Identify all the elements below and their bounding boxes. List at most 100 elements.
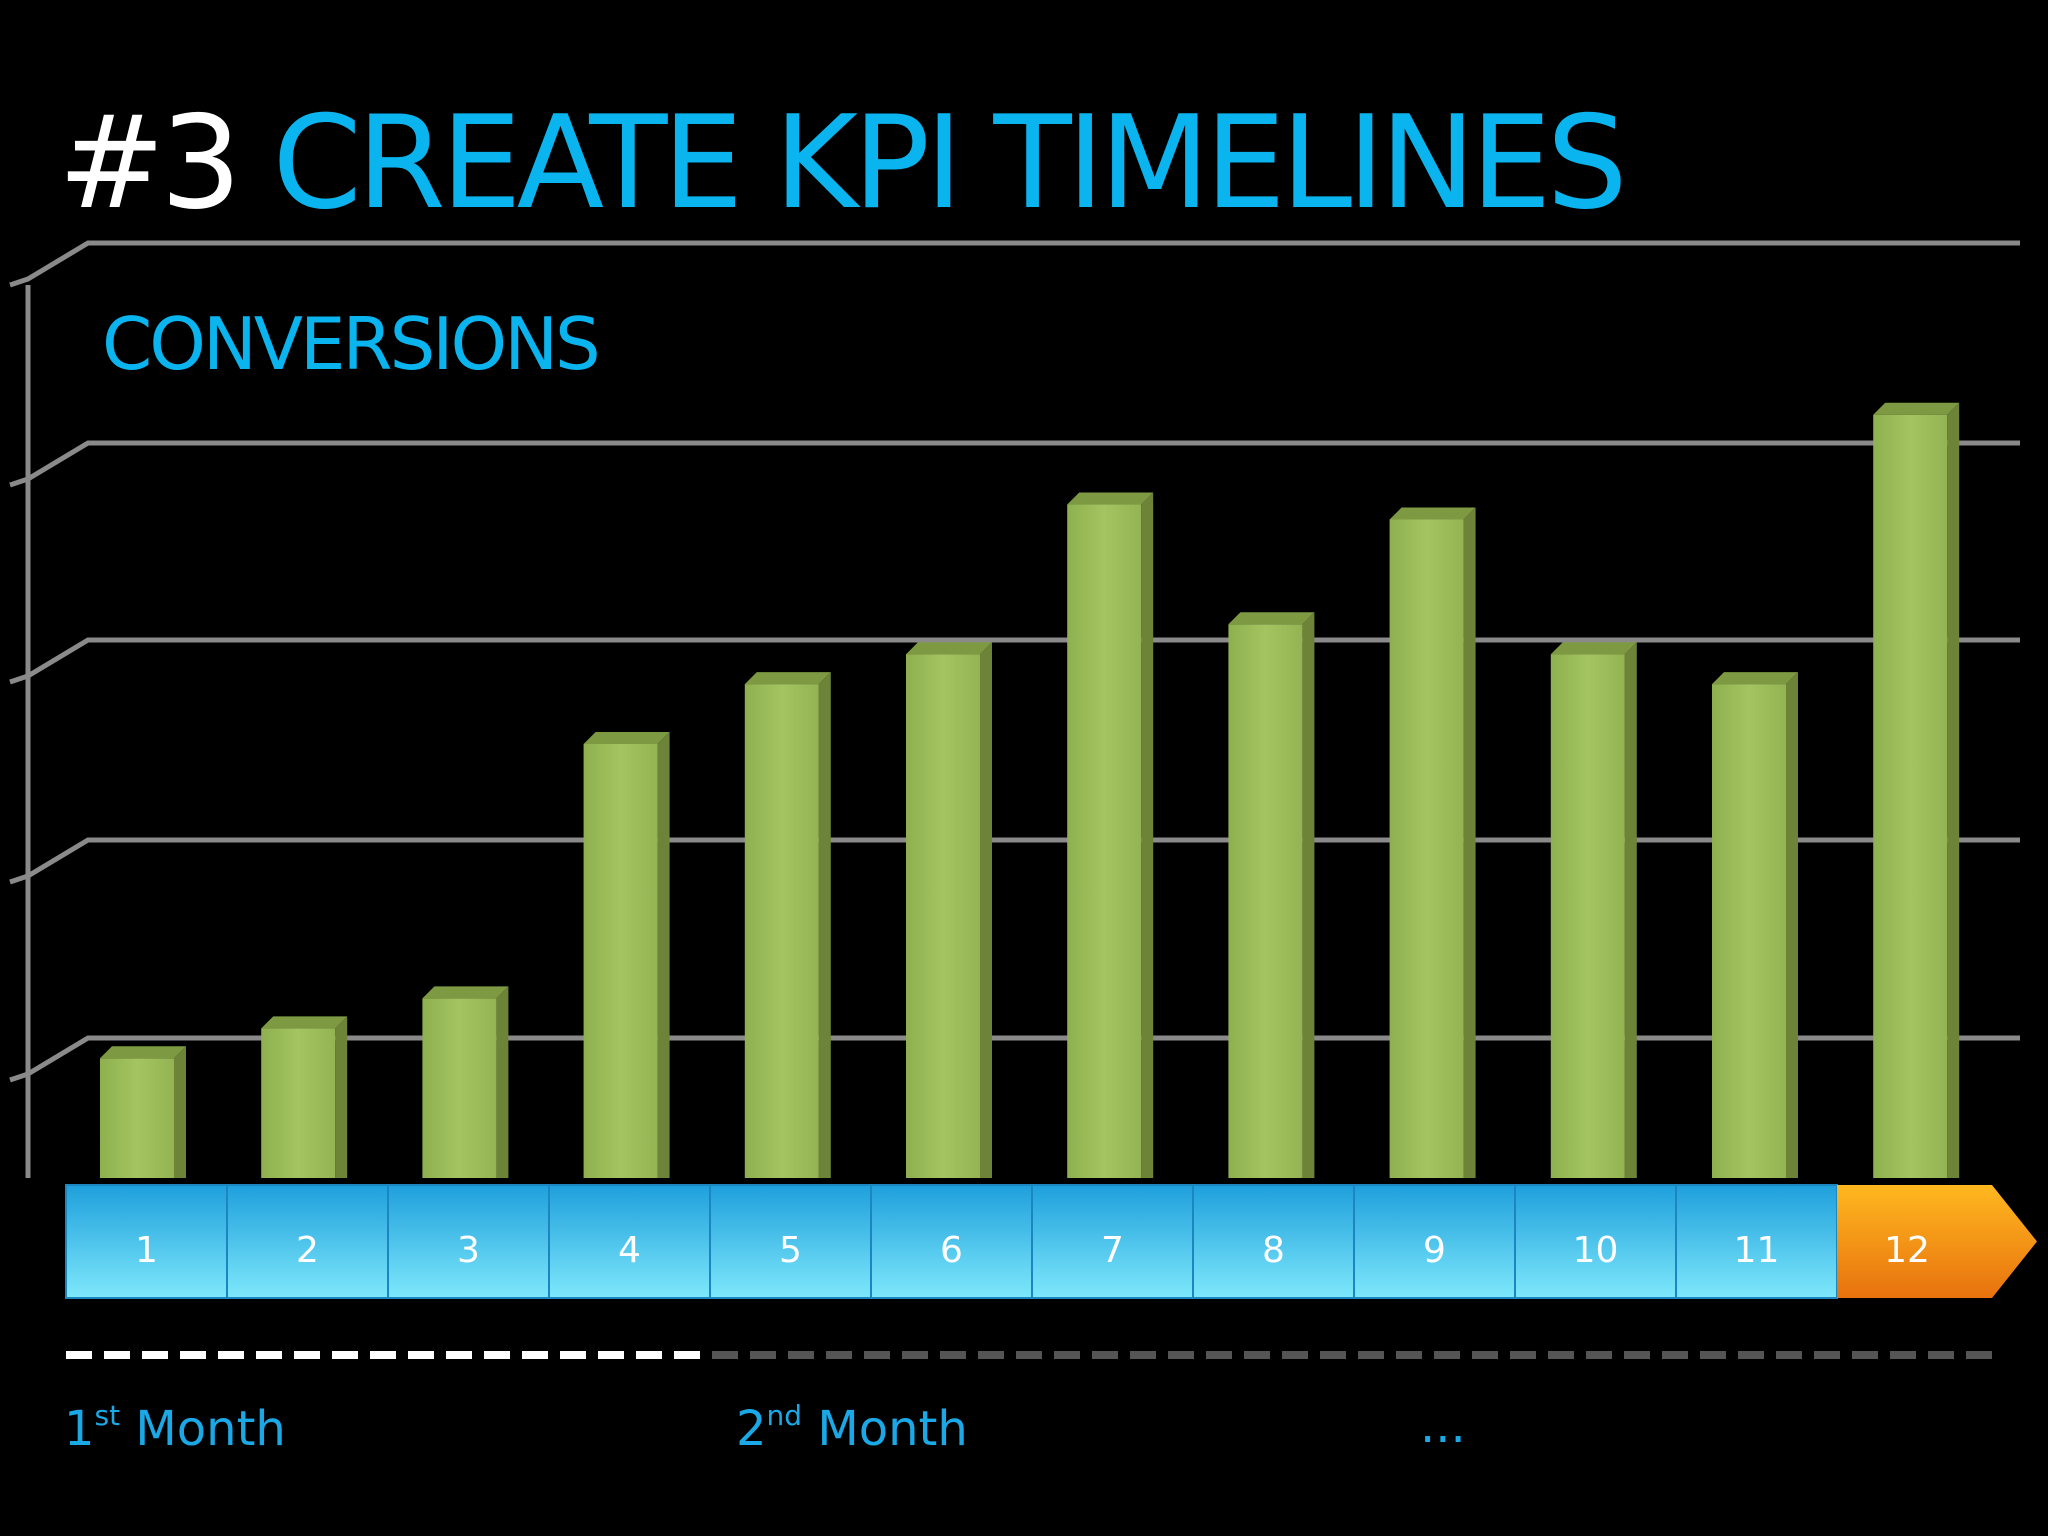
timeline-label: 11	[1734, 1230, 1780, 1271]
phase-number: 1	[64, 1401, 95, 1457]
timeline-cell	[548, 1184, 711, 1299]
bars	[100, 402, 1960, 1178]
timeline-label: 5	[779, 1230, 802, 1271]
gridlines	[9, 240, 2020, 1178]
bar-top	[422, 986, 509, 999]
bar-side	[1947, 402, 1960, 1178]
timeline-segment-12: 12	[1837, 1185, 2037, 1298]
bar-side	[980, 642, 992, 1178]
timeline-segment-8: 8	[1192, 1184, 1355, 1299]
bar-4	[583, 731, 670, 1178]
bar-side	[1141, 492, 1154, 1178]
bar-front	[1712, 684, 1786, 1178]
timeline-label: 9	[1423, 1230, 1446, 1271]
timeline-label: 12	[1884, 1230, 1930, 1271]
bar-3	[422, 986, 509, 1178]
bar-1	[100, 1046, 186, 1178]
timeline-segment-10: 10	[1514, 1184, 1677, 1299]
timeline-arrow	[1837, 1185, 2037, 1298]
timeline-segment-9: 9	[1353, 1184, 1516, 1299]
timeline-cell	[1031, 1184, 1194, 1299]
bar-6	[906, 642, 992, 1178]
timeline-cell	[1514, 1184, 1677, 1299]
timeline-cell	[1353, 1184, 1516, 1299]
timeline-segment-4: 4	[548, 1184, 711, 1299]
gridline	[9, 1035, 2020, 1083]
bar-side	[657, 731, 670, 1178]
bar-front	[744, 684, 819, 1178]
phase-ordinal: nd	[766, 1399, 803, 1432]
timeline-cell	[870, 1184, 1033, 1299]
bar-9	[1389, 507, 1476, 1178]
bar-top	[583, 731, 670, 744]
bar-top	[1389, 507, 1476, 520]
timeline-label: 1	[135, 1230, 158, 1271]
phase-ordinal: st	[94, 1399, 121, 1432]
bar-side	[1463, 507, 1476, 1178]
timeline-segment-11: 11	[1675, 1184, 1838, 1299]
phase-number: ...	[1420, 1398, 1466, 1454]
phase-unit: Month	[120, 1401, 286, 1457]
bar-side	[1786, 672, 1798, 1178]
bar-11	[1712, 672, 1798, 1178]
bar-side	[818, 672, 831, 1178]
phase-unit: Month	[802, 1401, 968, 1457]
bar-7	[1067, 492, 1154, 1178]
bar-side	[1302, 612, 1315, 1178]
bar-side	[496, 986, 509, 1178]
bar-side	[1624, 642, 1637, 1178]
bar-top	[744, 672, 831, 685]
timeline-cell	[709, 1184, 872, 1299]
timeline-cell	[387, 1184, 550, 1299]
gridline	[9, 637, 2020, 685]
bar-side	[174, 1046, 186, 1178]
timeline-segment-5: 5	[709, 1184, 872, 1299]
phase-number: 2	[736, 1401, 767, 1457]
bar-front	[583, 743, 658, 1178]
gridline	[9, 837, 2020, 885]
bar-top	[100, 1046, 186, 1059]
bar-top	[906, 642, 992, 655]
bar-front	[422, 998, 497, 1178]
bar-8	[1228, 612, 1315, 1178]
bar-front	[906, 654, 980, 1178]
timeline-segment-3: 3	[387, 1184, 550, 1299]
timeline-label: 2	[296, 1230, 319, 1271]
timeline-segment-2: 2	[226, 1184, 389, 1299]
timeline-label: 8	[1262, 1230, 1285, 1271]
phase-label: ...	[1420, 1402, 1466, 1450]
bar-front	[1228, 624, 1303, 1178]
bar-front	[100, 1058, 174, 1178]
timeline-segment-7: 7	[1031, 1184, 1194, 1299]
bar-top	[1067, 492, 1154, 505]
bar-top	[261, 1016, 348, 1029]
phase-label: 2nd Month	[736, 1399, 968, 1454]
bar-2	[261, 1016, 348, 1178]
bar-top	[1550, 642, 1637, 655]
bar-side	[335, 1016, 348, 1178]
gridline	[9, 440, 2020, 488]
timeline-label: 7	[1101, 1230, 1124, 1271]
title-text: CREATE KPI TIMELINES	[272, 89, 1627, 238]
timeline-cell	[65, 1184, 228, 1299]
bar-front	[1550, 654, 1625, 1178]
gridline	[9, 240, 2020, 288]
phase-label: 1st Month	[64, 1399, 286, 1454]
timeline-segment-1: 1	[65, 1184, 228, 1299]
timeline-segment-6: 6	[870, 1184, 1033, 1299]
timeline-label: 10	[1573, 1230, 1619, 1271]
timeline-cell	[1192, 1184, 1355, 1299]
title-number: #3	[58, 89, 242, 238]
bar-front	[1389, 519, 1464, 1178]
timeline-bar: 1 2 3 4 5 6 7 8 9 10 11 12	[65, 1184, 2037, 1299]
chart-subtitle: CONVERSIONS	[102, 302, 601, 386]
bar-top	[1228, 612, 1315, 625]
bar-front	[261, 1028, 336, 1178]
bar-top	[1873, 402, 1960, 415]
timeline-cell	[1675, 1184, 1838, 1299]
slide-title: #3 CREATE KPI TIMELINES	[58, 100, 1628, 228]
bar-front	[1067, 504, 1142, 1178]
timeline-label: 4	[618, 1230, 641, 1271]
